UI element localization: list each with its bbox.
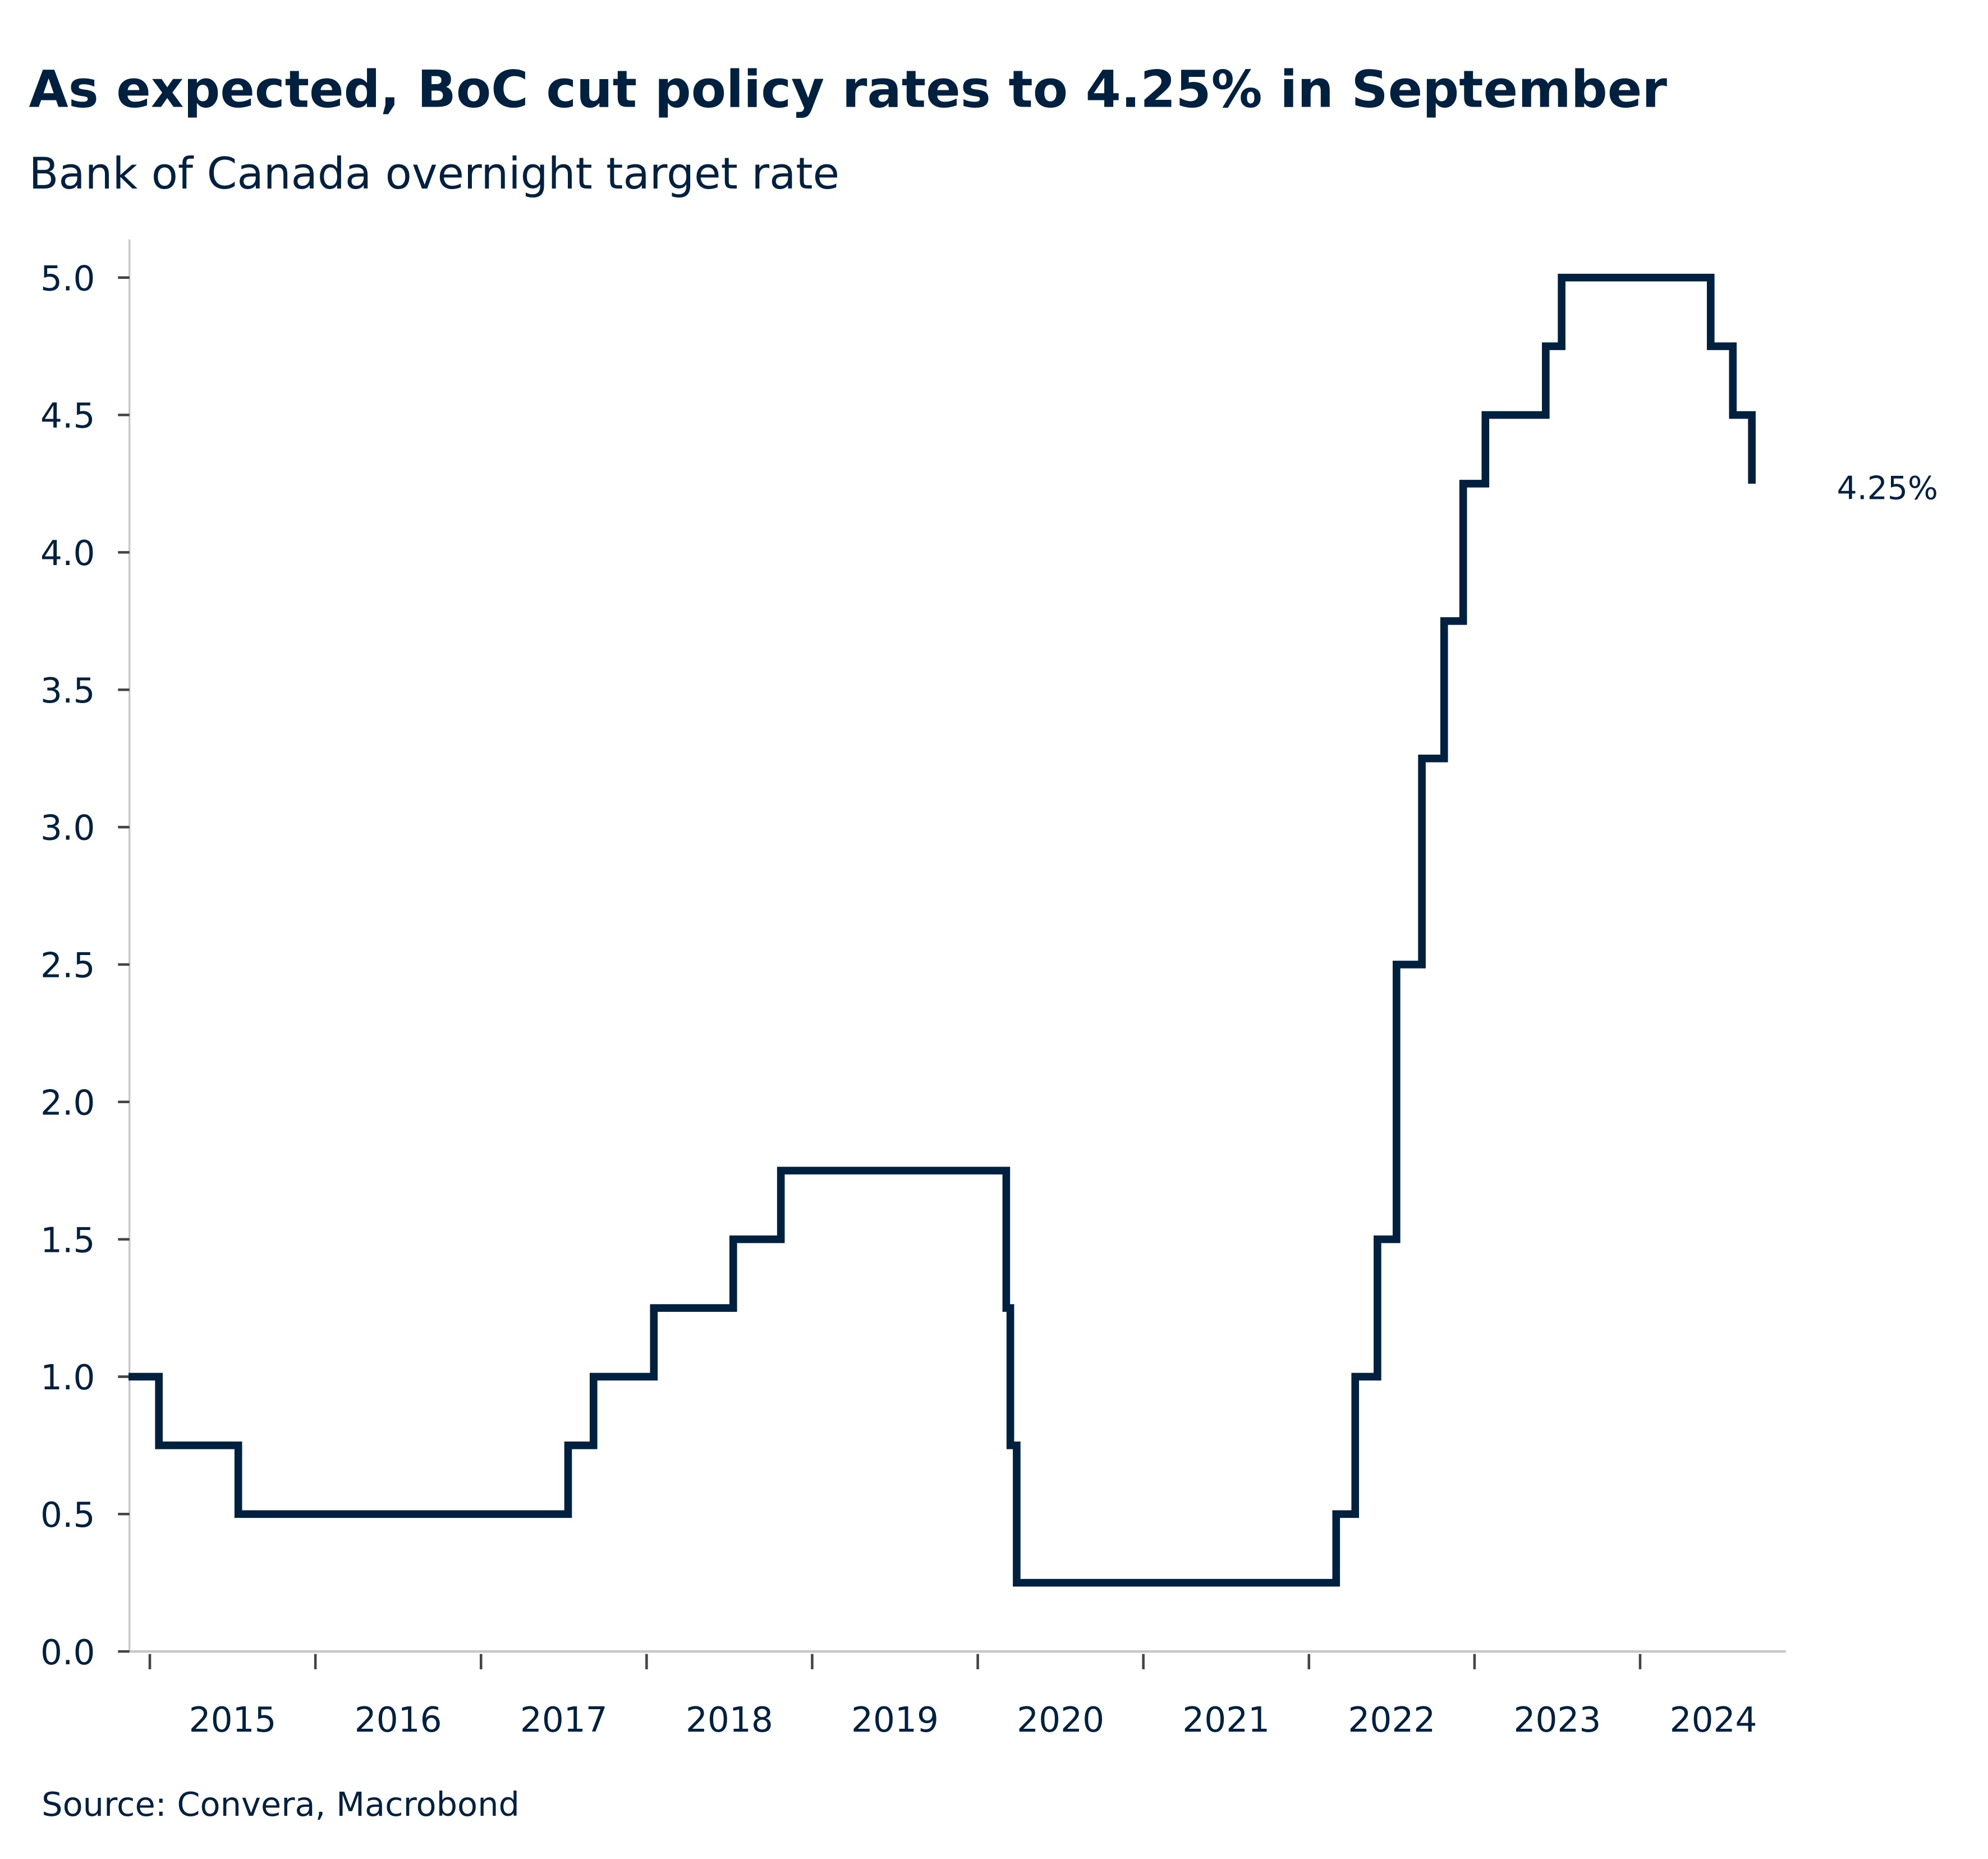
y-tick-label: 3.5 bbox=[40, 671, 95, 711]
y-tick-label: 5.0 bbox=[40, 259, 95, 299]
source-note: Source: Convera, Macrobond bbox=[42, 1785, 520, 1824]
y-tick-label: 0.5 bbox=[40, 1495, 95, 1535]
x-tick-label: 2021 bbox=[1182, 1700, 1270, 1740]
x-tick-label: 2016 bbox=[355, 1700, 442, 1740]
chart-title: As expected, BoC cut policy rates to 4.2… bbox=[29, 61, 1667, 120]
x-tick-label: 2015 bbox=[189, 1700, 277, 1740]
y-tick-label: 1.5 bbox=[40, 1220, 95, 1260]
series-line-policy-rate bbox=[128, 273, 1756, 1587]
end-value-label: 4.25% bbox=[1837, 470, 1938, 507]
x-tick-label: 2024 bbox=[1670, 1700, 1757, 1740]
y-tick-label: 4.0 bbox=[40, 534, 95, 573]
y-tick-label: 0.0 bbox=[40, 1633, 95, 1673]
y-tick-label: 3.0 bbox=[40, 809, 95, 848]
x-ticks: 2015 2016 2017 2018 2019 2020 2021 2022 2023 2024 bbox=[148, 1654, 1757, 1740]
x-tick-label: 2019 bbox=[851, 1700, 939, 1740]
chart-subtitle: Bank of Canada overnight target rate bbox=[29, 149, 839, 199]
axes bbox=[128, 239, 1786, 1653]
y-ticks: 0.0 0.5 1.0 1.5 2.0 2.5 3.0 3.5 4.0 4.5 5.0 bbox=[40, 259, 130, 1673]
y-tick-label: 4.5 bbox=[40, 396, 95, 436]
x-tick-label: 2022 bbox=[1348, 1700, 1435, 1740]
y-tick-label: 2.5 bbox=[40, 946, 95, 986]
x-tick-label: 2018 bbox=[686, 1700, 773, 1740]
y-tick-label: 1.0 bbox=[40, 1358, 95, 1398]
x-tick-label: 2020 bbox=[1017, 1700, 1104, 1740]
y-tick-label: 2.0 bbox=[40, 1083, 95, 1123]
x-tick-label: 2023 bbox=[1513, 1700, 1601, 1740]
x-tick-label: 2017 bbox=[520, 1700, 608, 1740]
